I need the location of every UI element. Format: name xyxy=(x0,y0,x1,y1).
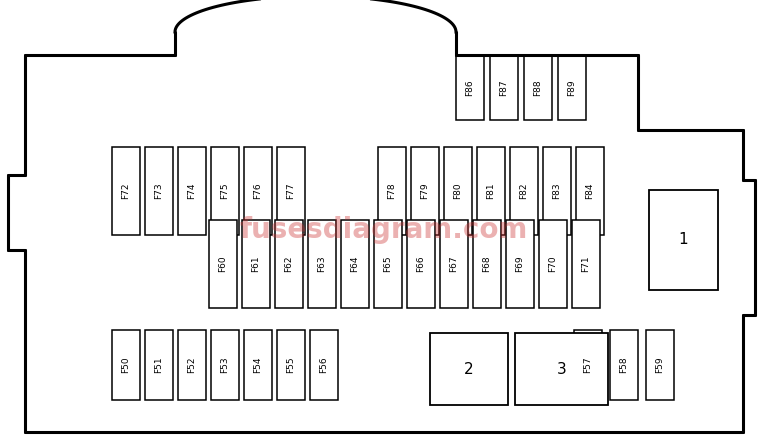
Text: F66: F66 xyxy=(416,256,425,272)
Bar xyxy=(277,147,305,235)
Text: F73: F73 xyxy=(154,183,164,199)
Bar xyxy=(558,55,586,120)
Text: F63: F63 xyxy=(317,256,326,272)
Bar xyxy=(112,330,140,400)
Bar xyxy=(572,220,600,308)
Bar xyxy=(610,330,638,400)
Text: F71: F71 xyxy=(581,256,591,272)
Text: F69: F69 xyxy=(515,256,525,272)
Text: F55: F55 xyxy=(286,357,296,373)
Bar xyxy=(341,220,369,308)
Bar xyxy=(244,147,272,235)
Text: 1: 1 xyxy=(679,232,688,248)
Text: F64: F64 xyxy=(350,256,359,272)
Bar xyxy=(145,330,173,400)
Text: 2: 2 xyxy=(464,362,474,376)
Text: F80: F80 xyxy=(453,183,462,199)
Bar xyxy=(543,147,571,235)
Bar xyxy=(407,220,435,308)
Bar xyxy=(510,147,538,235)
Text: F56: F56 xyxy=(319,357,329,373)
Text: F88: F88 xyxy=(534,79,542,96)
Text: 3: 3 xyxy=(557,362,566,376)
Bar xyxy=(275,220,303,308)
Text: F78: F78 xyxy=(388,183,396,199)
Bar xyxy=(378,147,406,235)
Bar xyxy=(178,147,206,235)
Text: F57: F57 xyxy=(584,357,592,373)
Text: F65: F65 xyxy=(383,256,392,272)
Bar xyxy=(524,55,552,120)
Bar xyxy=(112,147,140,235)
Bar xyxy=(411,147,439,235)
Text: F68: F68 xyxy=(482,256,492,272)
Bar xyxy=(244,330,272,400)
Text: F81: F81 xyxy=(486,183,495,199)
Text: F86: F86 xyxy=(465,79,475,96)
Text: F72: F72 xyxy=(121,183,131,199)
Text: F62: F62 xyxy=(284,256,293,272)
Text: F53: F53 xyxy=(220,357,230,373)
Bar xyxy=(277,330,305,400)
Bar xyxy=(440,220,468,308)
Bar xyxy=(574,330,602,400)
Bar xyxy=(456,55,484,120)
Text: F83: F83 xyxy=(552,183,561,199)
Bar xyxy=(506,220,534,308)
Bar xyxy=(211,330,239,400)
Bar xyxy=(374,220,402,308)
Text: fusesdiagram.com: fusesdiagram.com xyxy=(240,216,528,244)
Text: F70: F70 xyxy=(548,256,558,272)
Bar xyxy=(178,330,206,400)
Bar xyxy=(211,147,239,235)
Text: F87: F87 xyxy=(499,79,508,96)
Bar xyxy=(539,220,567,308)
Text: F51: F51 xyxy=(154,357,164,373)
Text: F52: F52 xyxy=(187,357,197,373)
Bar xyxy=(576,147,604,235)
Text: F76: F76 xyxy=(253,183,263,199)
Text: F84: F84 xyxy=(585,183,594,199)
Bar xyxy=(477,147,505,235)
Bar xyxy=(473,220,501,308)
Text: F54: F54 xyxy=(253,357,263,373)
Text: F59: F59 xyxy=(656,357,664,373)
Text: F89: F89 xyxy=(568,79,577,96)
Text: F50: F50 xyxy=(121,357,131,373)
Bar xyxy=(444,147,472,235)
Bar xyxy=(430,333,508,405)
Bar xyxy=(242,220,270,308)
Bar xyxy=(649,190,718,290)
Text: F74: F74 xyxy=(187,183,197,199)
Bar xyxy=(646,330,674,400)
Text: F67: F67 xyxy=(449,256,458,272)
Bar xyxy=(515,333,608,405)
Text: F60: F60 xyxy=(219,256,227,272)
Text: F58: F58 xyxy=(620,357,628,373)
Text: F75: F75 xyxy=(220,183,230,199)
Text: F82: F82 xyxy=(519,183,528,199)
Text: F79: F79 xyxy=(421,183,429,199)
Text: F61: F61 xyxy=(251,256,260,272)
Bar xyxy=(145,147,173,235)
Bar xyxy=(310,330,338,400)
Bar xyxy=(209,220,237,308)
Text: F77: F77 xyxy=(286,183,296,199)
Bar xyxy=(490,55,518,120)
Bar xyxy=(308,220,336,308)
